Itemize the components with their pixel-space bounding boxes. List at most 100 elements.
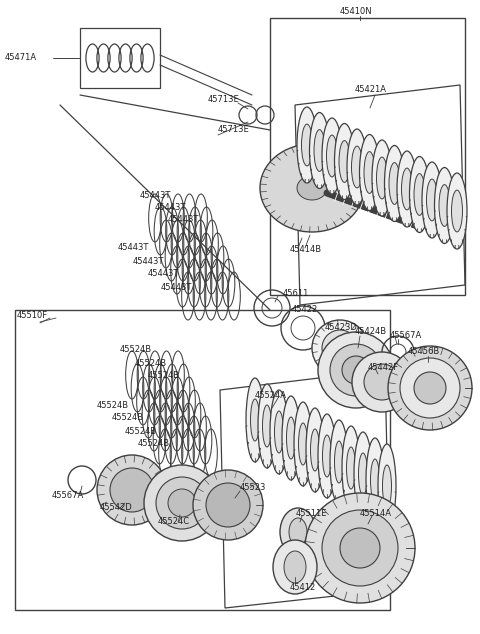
Ellipse shape bbox=[282, 396, 300, 480]
Ellipse shape bbox=[447, 173, 467, 249]
Ellipse shape bbox=[378, 444, 396, 528]
Ellipse shape bbox=[347, 129, 367, 205]
Ellipse shape bbox=[371, 459, 380, 501]
Ellipse shape bbox=[322, 330, 358, 366]
Text: 45511E: 45511E bbox=[296, 510, 327, 519]
Ellipse shape bbox=[409, 157, 430, 233]
Text: 45713E: 45713E bbox=[218, 126, 250, 134]
Ellipse shape bbox=[305, 493, 415, 603]
Ellipse shape bbox=[366, 438, 384, 522]
Ellipse shape bbox=[273, 540, 317, 594]
Ellipse shape bbox=[251, 399, 260, 441]
Ellipse shape bbox=[260, 144, 364, 232]
Text: 45510F: 45510F bbox=[17, 311, 48, 321]
Text: 45421A: 45421A bbox=[355, 86, 387, 94]
Ellipse shape bbox=[376, 157, 387, 199]
Text: 45524B: 45524B bbox=[138, 439, 170, 448]
Text: 45524A: 45524A bbox=[255, 391, 287, 399]
Text: 45443T: 45443T bbox=[118, 243, 149, 252]
Ellipse shape bbox=[326, 135, 337, 177]
Ellipse shape bbox=[246, 378, 264, 462]
Ellipse shape bbox=[422, 162, 442, 238]
Ellipse shape bbox=[354, 432, 372, 516]
Text: 45443T: 45443T bbox=[168, 216, 199, 224]
Ellipse shape bbox=[401, 168, 412, 210]
Ellipse shape bbox=[342, 426, 360, 510]
Ellipse shape bbox=[364, 364, 400, 400]
Text: 45424B: 45424B bbox=[355, 328, 387, 337]
Ellipse shape bbox=[322, 510, 398, 586]
Ellipse shape bbox=[323, 435, 332, 477]
Ellipse shape bbox=[339, 141, 350, 183]
Ellipse shape bbox=[414, 174, 425, 216]
Ellipse shape bbox=[352, 352, 412, 412]
Text: 45524B: 45524B bbox=[97, 401, 129, 410]
Ellipse shape bbox=[301, 124, 312, 166]
Ellipse shape bbox=[360, 134, 380, 210]
Ellipse shape bbox=[335, 124, 355, 200]
Ellipse shape bbox=[294, 402, 312, 486]
Text: 45611: 45611 bbox=[283, 288, 310, 297]
Ellipse shape bbox=[452, 190, 463, 232]
Ellipse shape bbox=[318, 414, 336, 498]
Ellipse shape bbox=[330, 420, 348, 504]
Ellipse shape bbox=[383, 465, 392, 507]
Ellipse shape bbox=[97, 455, 167, 525]
Ellipse shape bbox=[299, 423, 308, 465]
Text: 45443T: 45443T bbox=[148, 269, 180, 278]
Ellipse shape bbox=[193, 470, 263, 540]
Ellipse shape bbox=[275, 411, 284, 453]
Text: 45523: 45523 bbox=[240, 484, 266, 493]
Ellipse shape bbox=[322, 118, 342, 194]
Ellipse shape bbox=[372, 140, 392, 216]
Text: 45456B: 45456B bbox=[408, 347, 440, 356]
Ellipse shape bbox=[359, 453, 368, 495]
Ellipse shape bbox=[284, 551, 306, 583]
Ellipse shape bbox=[144, 465, 220, 541]
Ellipse shape bbox=[318, 332, 394, 408]
Ellipse shape bbox=[389, 162, 400, 204]
Ellipse shape bbox=[168, 489, 196, 517]
Text: 45713E: 45713E bbox=[208, 96, 240, 105]
Ellipse shape bbox=[439, 184, 450, 226]
Ellipse shape bbox=[427, 179, 437, 221]
Ellipse shape bbox=[270, 390, 288, 474]
Ellipse shape bbox=[206, 483, 250, 527]
Text: 45410N: 45410N bbox=[340, 8, 372, 16]
Text: 45524B: 45524B bbox=[125, 427, 157, 436]
Text: 45422: 45422 bbox=[292, 306, 318, 314]
Ellipse shape bbox=[110, 468, 154, 512]
Text: 45524B: 45524B bbox=[112, 413, 144, 422]
Ellipse shape bbox=[414, 372, 446, 404]
Ellipse shape bbox=[263, 405, 272, 447]
Ellipse shape bbox=[364, 152, 375, 193]
Text: 45443T: 45443T bbox=[155, 204, 186, 212]
Text: 45567A: 45567A bbox=[52, 491, 84, 500]
Text: 45524B: 45524B bbox=[120, 346, 152, 354]
Text: 45524B: 45524B bbox=[135, 358, 167, 368]
Ellipse shape bbox=[287, 417, 296, 459]
Ellipse shape bbox=[384, 145, 405, 221]
Text: 45567A: 45567A bbox=[390, 330, 422, 339]
Ellipse shape bbox=[340, 528, 380, 568]
Ellipse shape bbox=[342, 356, 370, 384]
Text: 45524B: 45524B bbox=[148, 370, 180, 380]
Ellipse shape bbox=[347, 447, 356, 489]
Text: 45443T: 45443T bbox=[140, 190, 171, 200]
Text: 45423D: 45423D bbox=[325, 323, 358, 332]
Text: 45542D: 45542D bbox=[100, 503, 133, 512]
Text: 45514A: 45514A bbox=[360, 510, 392, 519]
Ellipse shape bbox=[351, 146, 362, 188]
Ellipse shape bbox=[335, 441, 344, 483]
Ellipse shape bbox=[297, 107, 317, 183]
Ellipse shape bbox=[280, 508, 316, 556]
Ellipse shape bbox=[297, 176, 327, 200]
Ellipse shape bbox=[306, 408, 324, 492]
Text: 45524C: 45524C bbox=[158, 517, 190, 526]
Text: 45412: 45412 bbox=[290, 583, 316, 592]
Ellipse shape bbox=[314, 129, 325, 171]
Ellipse shape bbox=[258, 384, 276, 468]
Text: 45414B: 45414B bbox=[290, 245, 322, 254]
Ellipse shape bbox=[397, 151, 417, 227]
Text: 45471A: 45471A bbox=[5, 53, 37, 61]
